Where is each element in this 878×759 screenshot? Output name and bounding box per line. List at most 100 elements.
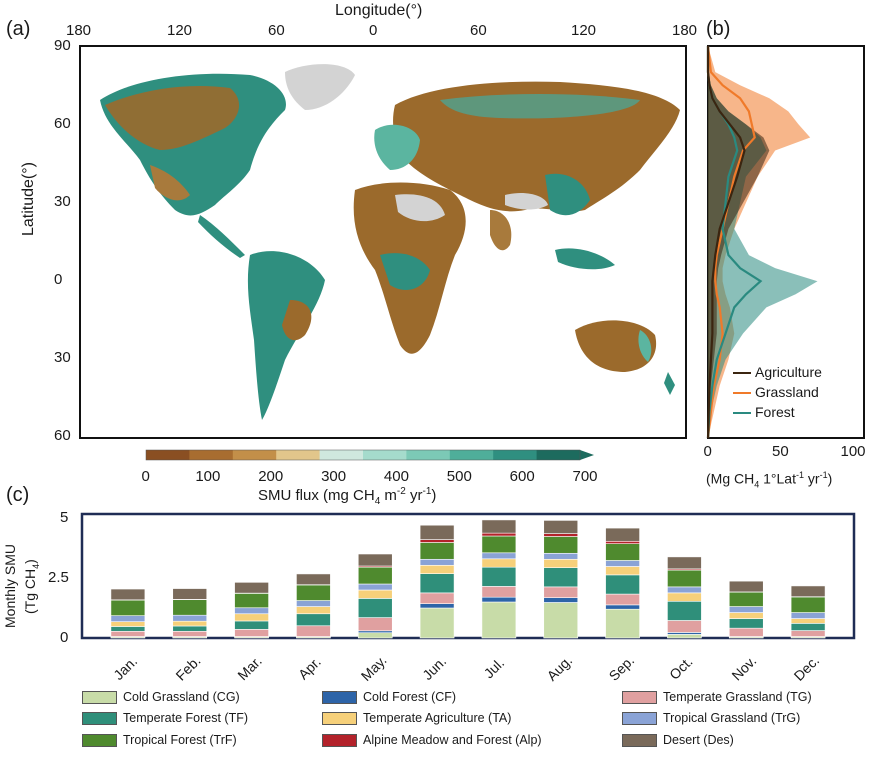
legend-label: Tropical Forest (TrF) (123, 733, 237, 747)
bar-segment-ta (728, 612, 764, 619)
bar-segment-cg (667, 634, 702, 639)
bar-segment-trg (605, 560, 640, 567)
colorbar-tick-label: 700 (572, 468, 598, 485)
longitude-tick-label: 120 (571, 22, 597, 39)
panel-c-label: (c) (6, 484, 30, 506)
bar-segment-tg (667, 620, 702, 633)
legend-swatch (622, 711, 657, 725)
bar-segment-trf (728, 591, 764, 607)
greenland-landmass (285, 64, 355, 110)
bar-segment-trg (790, 612, 826, 619)
colorbar-tick-label: 500 (446, 468, 472, 485)
sahara-gray (395, 194, 445, 222)
bar-segment-trg (419, 558, 455, 566)
bar-segment-ta (110, 621, 146, 627)
bar-segment-trg (543, 552, 579, 560)
legend-item-des: Desert (Des) (622, 733, 734, 747)
longitude-tick-label: 180 (66, 22, 92, 39)
bar-segment-trg (357, 583, 393, 591)
legend-swatch (622, 690, 657, 704)
bar-segment-tg (296, 625, 331, 637)
bar-segment-ta (172, 620, 208, 627)
panel-b-band-agriculture (708, 46, 770, 438)
legend-swatch (322, 733, 357, 747)
colorbar-segment (449, 450, 494, 460)
siberia-mixed (440, 94, 640, 119)
bar-segment-des (667, 556, 702, 570)
east-asia-wet (545, 173, 590, 216)
colorbar-tick-label: 0 (141, 468, 150, 485)
legend-swatch (82, 733, 117, 747)
bar-segment-trf (110, 599, 146, 616)
bar-segment-trg (481, 552, 517, 560)
legend-label: Cold Grassland (CG) (123, 690, 240, 704)
smu-flux-map (80, 46, 686, 438)
bar-segment-des (172, 588, 208, 600)
panel-a-label: (a) (6, 18, 31, 40)
colorbar-title: SMU flux (mg CH4 m-2 yr-1) (258, 486, 437, 507)
australia-east-wet (638, 330, 652, 362)
india-landmass (490, 210, 512, 251)
bar-segment-alp (419, 539, 455, 543)
legend-label: Cold Forest (CF) (363, 690, 457, 704)
colorbar-segment (493, 450, 538, 460)
bar-segment-ta (481, 558, 517, 568)
bar-segment-ta (667, 592, 702, 602)
bar-segment-trf (605, 543, 640, 561)
new-zealand-landmass (664, 372, 675, 395)
bar-segment-tf (667, 600, 702, 621)
colorbar-arrow (580, 450, 594, 460)
panel-c-frame (80, 512, 856, 640)
bar-segment-cf (605, 604, 640, 610)
bar-segment-tg (481, 586, 517, 598)
bar-segment-cf (419, 603, 455, 609)
bar-segment-ta (419, 564, 455, 574)
bar-segment-tg (419, 592, 455, 604)
colorbar-segment (363, 450, 407, 460)
central-africa-wet (380, 253, 430, 290)
bar-segment-trg (296, 600, 331, 607)
colorbar-tick-label: 600 (509, 468, 535, 485)
bar-segment-alp (605, 540, 640, 544)
colorbar-segment (536, 450, 581, 460)
panel-c-y-tick-label: 0 (60, 629, 69, 646)
bar-segment-tf (481, 566, 517, 587)
bar-segment-cf (481, 596, 517, 603)
bar-segment-des (728, 580, 764, 593)
bar-segment-tf (357, 598, 393, 618)
bar-segment-cg (357, 632, 393, 639)
colorbar-outline (145, 449, 581, 461)
latitude-tick-label: 30 (54, 349, 71, 366)
north-america-west-dry (150, 165, 190, 201)
panel-c-y-title-line2: (Tg CH4) (22, 559, 41, 614)
colorbar-tick-label: 200 (258, 468, 284, 485)
bar-segment-trf (419, 542, 455, 560)
bar-segment-trf (234, 593, 269, 609)
tibet-gray (505, 193, 548, 210)
panel-c-y-tick-label: 5 (60, 509, 69, 526)
panel-c-monthly-bars (80, 512, 856, 640)
legend-label: Alpine Meadow and Forest (Alp) (363, 733, 542, 747)
bar-segment-tf (728, 618, 764, 629)
bar-segment-tg (110, 630, 146, 637)
bar-segment-trf (481, 535, 517, 554)
latitude-tick-label: 0 (54, 271, 63, 288)
colorbar-segment (232, 450, 277, 460)
bar-segment-des (357, 553, 393, 567)
bar-segment-tf (296, 613, 331, 627)
panel-b-x-tick-label: 0 (703, 443, 712, 460)
colorbar-segment (146, 450, 190, 460)
bar-segment-tf (172, 625, 208, 632)
panel-b-x-tick-label: 100 (840, 443, 866, 460)
colorbar-segment (406, 450, 451, 460)
legend-item-tg: Temperate Grassland (TG) (622, 690, 812, 704)
bar-segment-alp (543, 533, 579, 537)
legend-item-cf: Cold Forest (CF) (322, 690, 456, 704)
colorbar-tick-label: 100 (195, 468, 221, 485)
colorbar-segment (319, 450, 364, 460)
bar-segment-trg (667, 586, 702, 594)
bar-segment-tf (234, 620, 269, 630)
longitude-tick-label: 120 (167, 22, 193, 39)
australia-landmass (575, 320, 657, 372)
colorbar (145, 449, 594, 461)
